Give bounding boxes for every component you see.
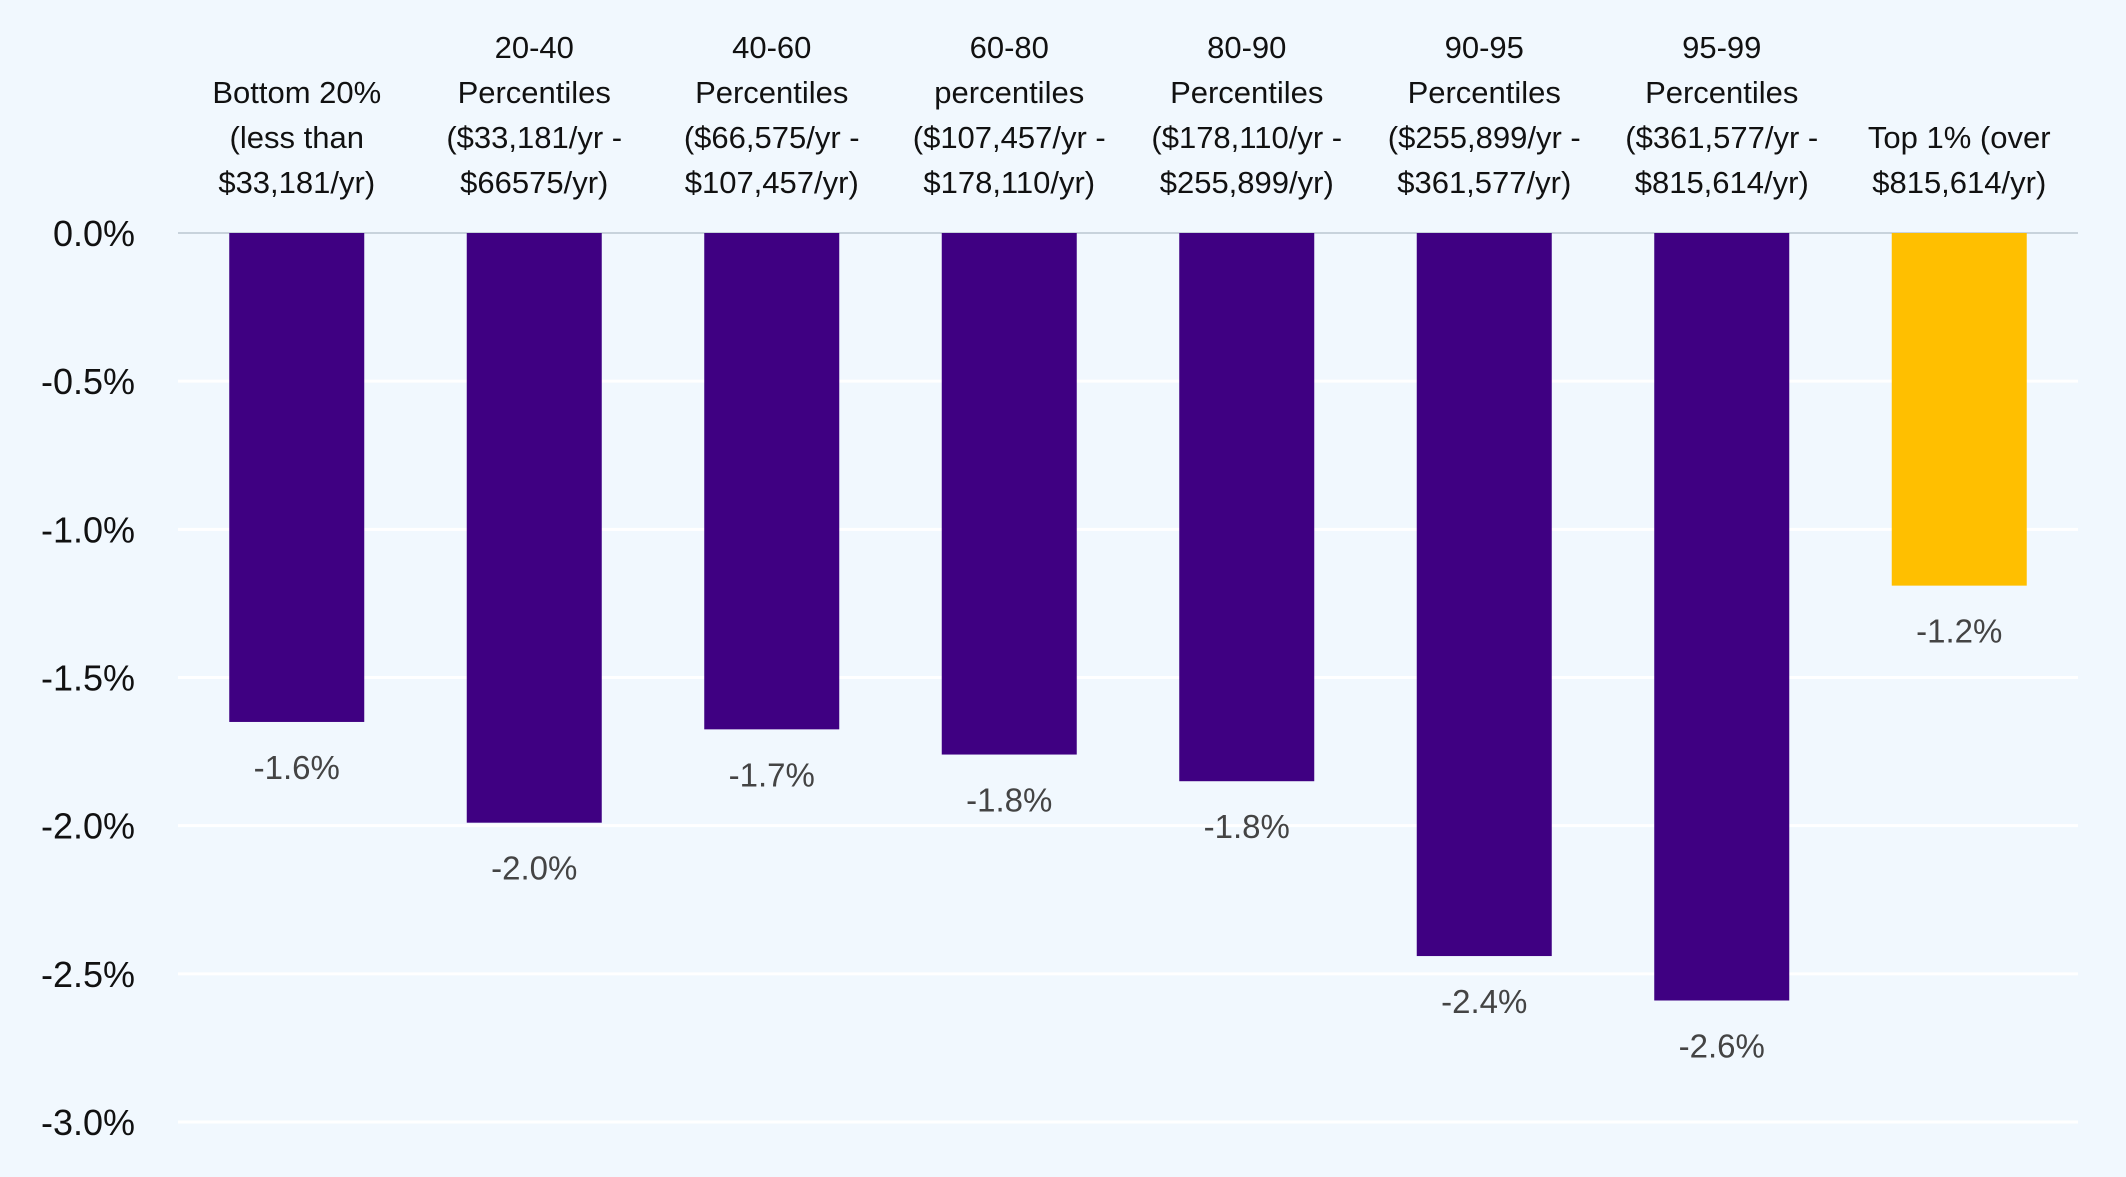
- bar: [1891, 233, 2027, 586]
- y-tick-label: -0.5%: [41, 361, 135, 402]
- category-label-line: 80-90: [1207, 30, 1286, 65]
- category-label-line: $107,457/yr): [685, 165, 859, 200]
- category-label: Bottom 20% (less than $33,181/yr): [212, 75, 381, 200]
- category-label-line: Percentiles: [1645, 75, 1798, 110]
- category-label: 20-40 Percentiles ($33,181/yr - $66575/yr): [446, 30, 622, 200]
- bar: [1654, 233, 1790, 1001]
- data-labels: -1.6% -2.0% -1.7% -1.8% -1.8% -2.4% -2.6% -1.2%: [254, 613, 2003, 1065]
- category-label-line: 20-40: [495, 30, 574, 65]
- category-label-line: ($178,110/yr -: [1151, 120, 1342, 155]
- category-label-line: $361,577/yr): [1397, 165, 1571, 200]
- category-label: 40-60 Percentiles ($66,575/yr - $107,457/yr…: [684, 30, 860, 200]
- data-label: -1.7%: [729, 756, 815, 793]
- category-label: Top 1% (over $815,614/yr): [1868, 120, 2051, 200]
- category-label-line: Percentiles: [695, 75, 848, 110]
- data-label: -1.8%: [1204, 808, 1290, 845]
- category-label-line: Bottom 20%: [212, 75, 381, 110]
- category-label-line: ($361,577/yr -: [1625, 120, 1818, 155]
- category-label-line: $33,181/yr): [218, 165, 375, 200]
- y-tick-label: -2.5%: [41, 954, 135, 995]
- gridlines: [178, 232, 2078, 1124]
- data-label: -1.8%: [966, 782, 1052, 819]
- bars: [229, 233, 2027, 1001]
- y-tick-label: -2.0%: [41, 806, 135, 847]
- category-label-line: 40-60: [732, 30, 811, 65]
- category-label-line: Percentiles: [1170, 75, 1323, 110]
- category-label-line: ($107,457/yr -: [913, 120, 1106, 155]
- y-tick-label: -1.5%: [41, 658, 135, 699]
- bar: [1416, 233, 1552, 957]
- category-label-line: 95-99: [1682, 30, 1761, 65]
- category-label-line: $815,614/yr): [1872, 165, 2046, 200]
- category-label-line: ($33,181/yr -: [446, 120, 622, 155]
- category-label-line: 60-80: [970, 30, 1049, 65]
- y-tick-label: -1.0%: [41, 509, 135, 550]
- category-label-line: $255,899/yr): [1160, 165, 1334, 200]
- data-label: -2.6%: [1679, 1028, 1765, 1065]
- category-label-line: $815,614/yr): [1635, 165, 1809, 200]
- y-axis-tick-labels: 0.0% -0.5% -1.0% -1.5% -2.0% -2.5% -3.0%: [41, 213, 135, 1143]
- data-label: -1.2%: [1916, 613, 2002, 650]
- category-label-line: Percentiles: [1408, 75, 1561, 110]
- category-label-line: $178,110/yr): [923, 165, 1095, 200]
- category-label-line: percentiles: [934, 75, 1084, 110]
- category-label: 60-80 percentiles ($107,457/yr - $178,110/y…: [913, 30, 1106, 200]
- data-label: -2.4%: [1441, 983, 1527, 1020]
- bar: [941, 233, 1077, 755]
- bar: [704, 233, 840, 730]
- bar: [229, 233, 365, 722]
- category-label: 95-99 Percentiles ($361,577/yr - $815,614/y…: [1625, 30, 1818, 200]
- bar: [466, 233, 602, 823]
- category-labels: Bottom 20% (less than $33,181/yr) 20-40 Perc…: [212, 30, 2050, 200]
- category-label-line: ($255,899/yr -: [1388, 120, 1581, 155]
- data-label: -2.0%: [491, 850, 577, 887]
- data-label: -1.6%: [254, 749, 340, 786]
- category-label-line: (less than: [230, 120, 364, 155]
- category-label: 80-90 Percentiles ($178,110/yr - $255,899/y…: [1151, 30, 1342, 200]
- y-tick-label: 0.0%: [53, 213, 135, 254]
- category-label-line: Percentiles: [458, 75, 611, 110]
- category-label-line: Top 1% (over: [1868, 120, 2051, 155]
- category-label: 90-95 Percentiles ($255,899/yr - $361,577/y…: [1388, 30, 1581, 200]
- category-label-line: ($66,575/yr -: [684, 120, 860, 155]
- category-label-line: $66575/yr): [460, 165, 608, 200]
- y-tick-label: -3.0%: [41, 1102, 135, 1143]
- category-label-line: 90-95: [1445, 30, 1524, 65]
- bar: [1179, 233, 1315, 782]
